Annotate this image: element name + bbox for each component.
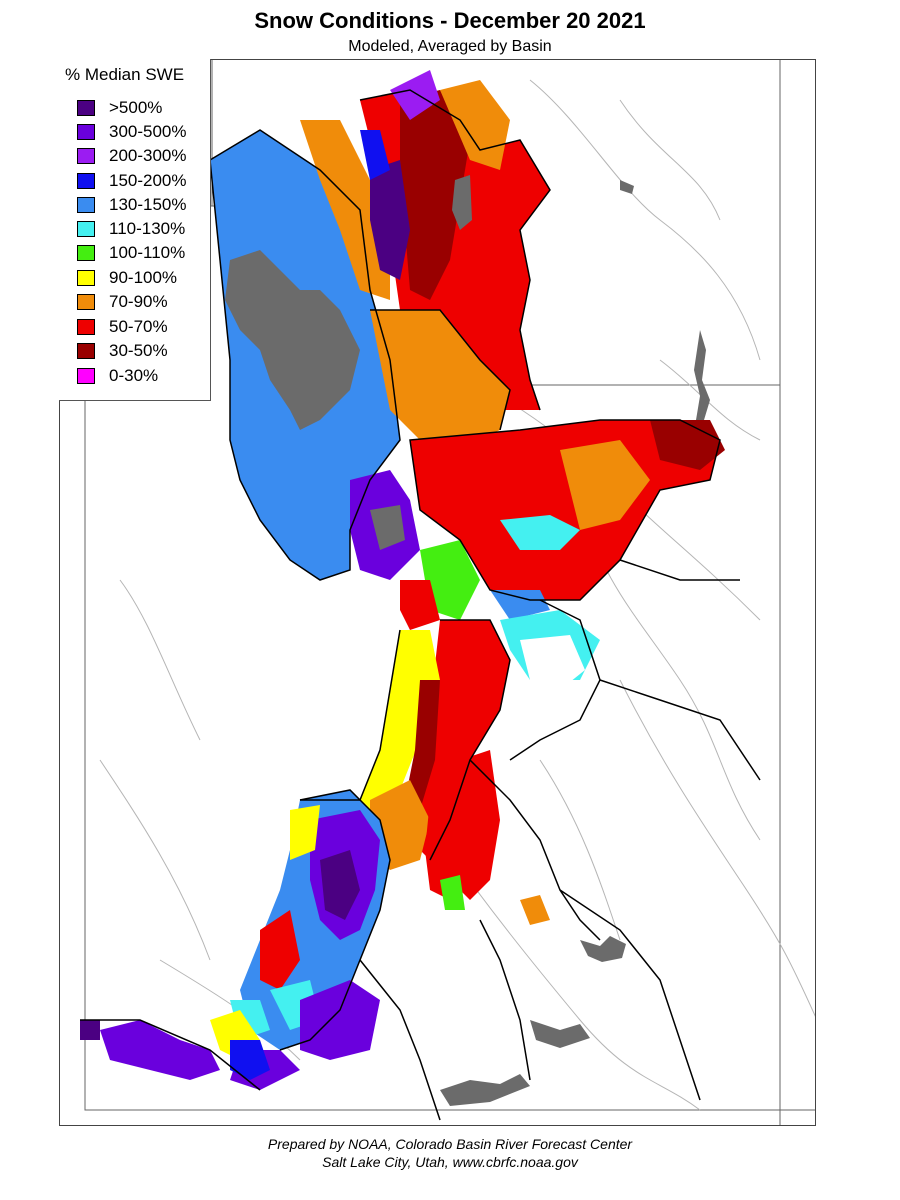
- map-subtitle: Modeled, Averaged by Basin: [348, 38, 552, 55]
- legend-label: 100-110%: [109, 243, 186, 262]
- legend-label: 300-500%: [109, 122, 187, 141]
- legend-label: >500%: [109, 98, 163, 117]
- legend-item: 100-110%: [77, 242, 185, 264]
- basin-outlines: [80, 89, 761, 1121]
- legend-item: 90-100%: [77, 267, 177, 289]
- credit-line-1: Prepared by NOAA, Colorado Basin River F…: [267, 1136, 633, 1152]
- legend-swatch: [77, 148, 95, 164]
- legend-label: 200-300%: [109, 146, 187, 165]
- rivers: [99, 79, 815, 1111]
- legend-item: 0-30%: [77, 365, 158, 387]
- legend-item: 70-90%: [77, 291, 168, 313]
- legend-item: 200-300%: [77, 145, 187, 167]
- snow-map: [59, 59, 816, 1126]
- legend-swatch: [77, 245, 95, 261]
- legend-label: 0-30%: [109, 366, 159, 385]
- basin-fills: [80, 70, 725, 1090]
- legend-label: 90-100%: [109, 268, 178, 287]
- legend-swatch: [77, 124, 95, 140]
- legend-item: 110-130%: [77, 218, 185, 240]
- legend-swatch: [77, 319, 95, 335]
- great-salt-lake: [225, 250, 360, 430]
- map-canvas: [60, 60, 815, 1125]
- map-legend: % Median SWE >500% 300-500% 200-300% 150…: [59, 59, 211, 401]
- credit-line-2: Salt Lake City, Utah, www.cbrfc.noaa.gov: [322, 1154, 578, 1170]
- legend-swatch: [77, 343, 95, 359]
- legend-item: 300-500%: [77, 121, 187, 143]
- legend-swatch: [77, 197, 95, 213]
- legend-swatch: [77, 100, 95, 116]
- utah-az-border: [84, 206, 815, 1111]
- legend-item: 30-50%: [77, 340, 168, 362]
- legend-swatch: [77, 368, 95, 384]
- map-title: Snow Conditions - December 20 2021: [254, 8, 646, 33]
- legend-swatch: [77, 173, 95, 189]
- legend-title: % Median SWE: [65, 65, 185, 84]
- reservoirs: [440, 180, 710, 1106]
- legend-label: 110-130%: [109, 219, 186, 238]
- legend-swatch: [77, 270, 95, 286]
- legend-label: 30-50%: [109, 341, 168, 360]
- legend-label: 70-90%: [109, 292, 168, 311]
- legend-item: 150-200%: [77, 170, 187, 192]
- legend-label: 50-70%: [109, 317, 168, 336]
- legend-swatch: [77, 294, 95, 310]
- legend-label: 130-150%: [109, 195, 187, 214]
- legend-item: 130-150%: [77, 194, 187, 216]
- wy-co-border: [520, 60, 781, 386]
- legend-item: >500%: [77, 97, 162, 119]
- legend-label: 150-200%: [109, 171, 187, 190]
- legend-item: 50-70%: [77, 316, 168, 338]
- legend-swatch: [77, 221, 95, 237]
